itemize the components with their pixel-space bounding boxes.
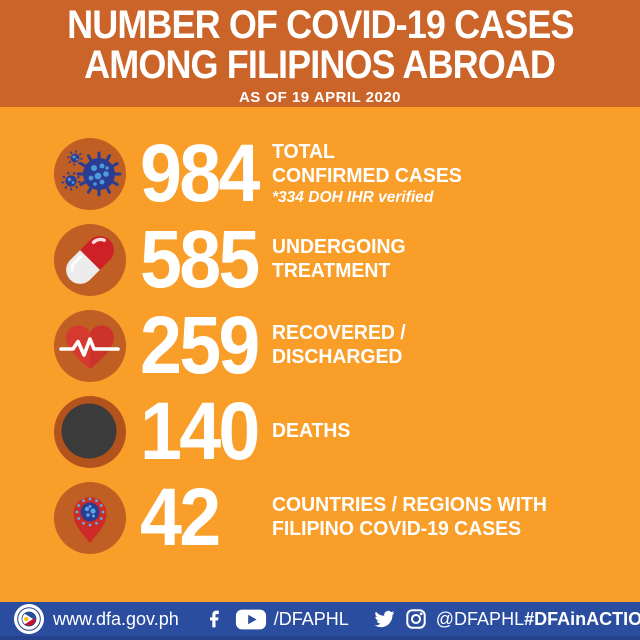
heart-pulse-icon xyxy=(54,310,126,382)
treatment-count: 585 xyxy=(140,214,260,306)
stats-list: 984 TOTAL CONFIRMED CASES *334 DOH IHR v… xyxy=(0,107,640,602)
stat-row-recovered: 259 RECOVERED / DISCHARGED xyxy=(54,300,640,392)
treatment-label-line2: TREATMENT xyxy=(272,260,391,282)
page-title-line1: NUMBER OF COVID-19 CASES xyxy=(66,3,574,47)
countries-label-line2: FILIPINO COVID-19 CASES xyxy=(272,518,522,540)
stat-row-treatment: 585 UNDERGOING TREATMENT xyxy=(54,214,640,306)
campaign-hashtag: #DFAinACTION xyxy=(524,608,640,629)
stat-row-deaths: 140 DEATHS xyxy=(54,386,640,478)
facebook-icon[interactable] xyxy=(205,608,225,630)
pill-icon xyxy=(54,224,126,296)
youtube-icon[interactable] xyxy=(235,608,267,630)
fb-yt-handle[interactable]: /DFAPHL xyxy=(273,608,349,629)
tw-ig-handle[interactable]: @DFAPHL xyxy=(435,608,525,629)
stat-row-countries: 42 COUNTRIES / REGIONS WITH FILIPINO COV… xyxy=(54,472,640,564)
doh-ihr-note: *334 DOH IHR verified xyxy=(272,189,434,207)
map-pin-virus-icon xyxy=(54,482,126,554)
page-title-line2: AMONG FILIPINOS ABROAD xyxy=(84,43,557,87)
footer-bar: www.dfa.gov.ph /DFAPHL @DFAPHL xyxy=(0,602,640,640)
countries-label-line1: COUNTRIES / REGIONS WITH xyxy=(272,494,547,517)
instagram-icon[interactable] xyxy=(405,608,427,630)
deaths-label-line1: DEATHS xyxy=(272,420,351,443)
countries-count: 42 xyxy=(140,472,221,564)
black-circle-icon xyxy=(54,396,126,468)
deaths-count: 140 xyxy=(140,386,260,478)
virus-icon xyxy=(54,138,126,210)
recovered-count: 259 xyxy=(140,300,260,392)
twitter-icon[interactable] xyxy=(373,609,396,629)
dfa-seal-icon xyxy=(14,604,44,634)
treatment-label-line1: UNDERGOING xyxy=(272,236,406,259)
confirmed-count: 984 xyxy=(140,128,260,220)
recovered-label-line1: RECOVERED / xyxy=(272,322,406,345)
website-url[interactable]: www.dfa.gov.ph xyxy=(53,608,179,629)
stat-row-confirmed: 984 TOTAL CONFIRMED CASES *334 DOH IHR v… xyxy=(54,128,640,220)
as-of-date: AS OF 19 APRIL 2020 xyxy=(238,89,402,106)
recovered-label-line2: DISCHARGED xyxy=(272,346,403,368)
header-banner: NUMBER OF COVID-19 CASES AMONG FILIPINOS… xyxy=(0,0,640,107)
confirmed-label-line2: CONFIRMED CASES xyxy=(272,164,462,187)
confirmed-label-line1: TOTAL xyxy=(272,140,335,163)
